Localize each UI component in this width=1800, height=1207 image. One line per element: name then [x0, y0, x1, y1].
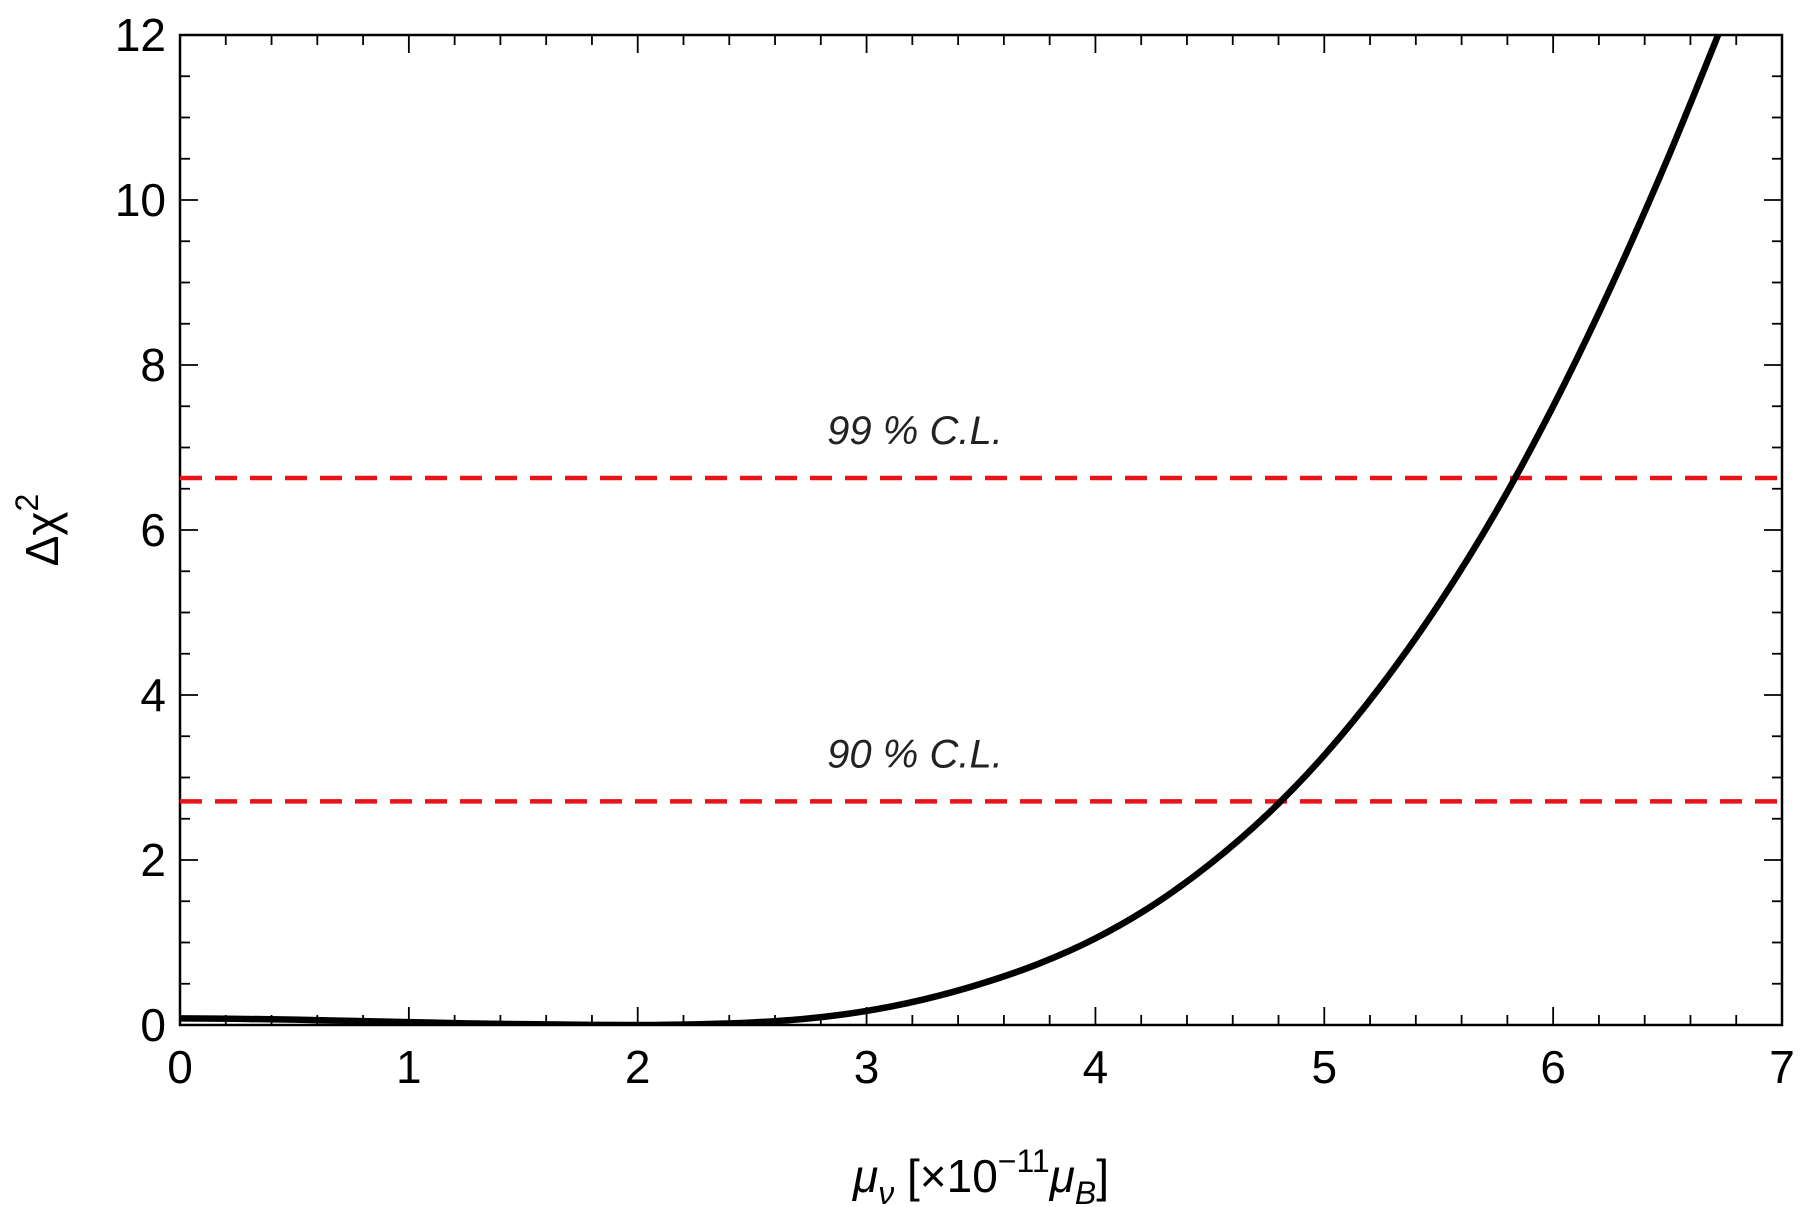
- x-axis-title: μν [×10−11μB]: [852, 1143, 1109, 1207]
- y-tick-label: 10: [115, 174, 166, 226]
- x-tick-label: 3: [854, 1041, 880, 1093]
- plot-frame: [178, 33, 1784, 1027]
- x-tick-label: 5: [1311, 1041, 1337, 1093]
- confidence-level-label: 99 % C.L.: [827, 409, 1003, 453]
- x-tick-label: 4: [1083, 1041, 1109, 1093]
- reference-line-labels: 99 % C.L. 90 % C.L.: [827, 409, 1003, 776]
- delta-chi2-curve: [180, 35, 1722, 1025]
- y-tick-label: 2: [140, 834, 166, 886]
- y-tick-label: 12: [115, 9, 166, 61]
- y-tick-label: 0: [140, 999, 166, 1051]
- x-tick-label: 7: [1769, 1041, 1795, 1093]
- x-tick-label: 2: [625, 1041, 651, 1093]
- y-axis-title: Δχ2: [9, 494, 68, 567]
- x-tick-label: 0: [167, 1041, 193, 1093]
- x-tick-label: 1: [396, 1041, 422, 1093]
- confidence-level-label: 90 % C.L.: [827, 732, 1003, 776]
- series-group: [180, 35, 1722, 1025]
- y-tick-label: 8: [140, 339, 166, 391]
- axis-ticks: [179, 34, 1783, 1026]
- x-tick-label: 6: [1540, 1041, 1566, 1093]
- y-tick-label: 6: [140, 504, 166, 556]
- y-tick-label: 4: [140, 669, 166, 721]
